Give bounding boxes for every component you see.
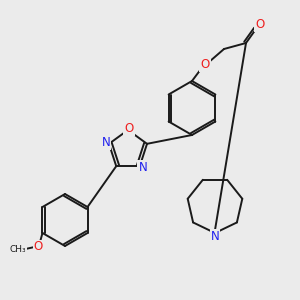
- Text: O: O: [124, 122, 134, 136]
- Text: O: O: [34, 241, 43, 254]
- Text: N: N: [211, 230, 219, 242]
- Text: O: O: [200, 58, 210, 71]
- Text: N: N: [102, 136, 110, 149]
- Text: O: O: [255, 19, 265, 32]
- Text: N: N: [138, 161, 147, 174]
- Text: CH₃: CH₃: [9, 244, 26, 253]
